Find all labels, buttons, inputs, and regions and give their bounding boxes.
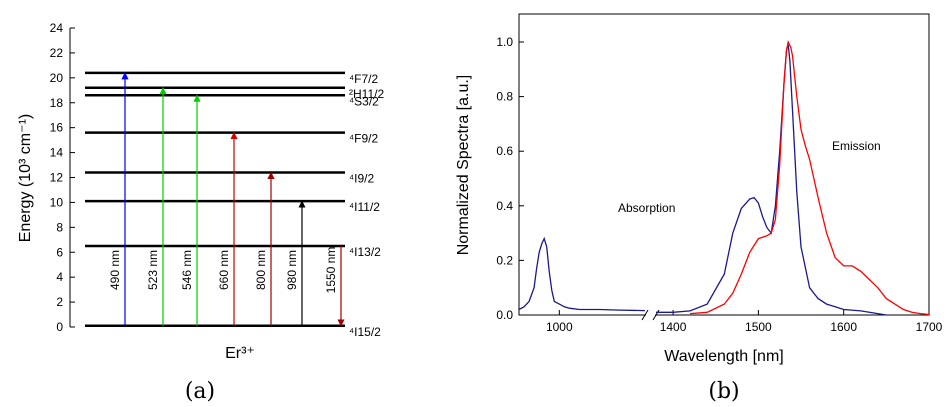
panel-a-y-tick-label: 2: [56, 295, 63, 309]
panel-a-x-axis-label: Er³⁺: [225, 345, 255, 362]
series-line-absorption: [518, 44, 887, 316]
panel-b-label: (b): [708, 379, 739, 404]
transition-label: 490 nm: [108, 250, 122, 290]
panel-a-y-tick-label: 10: [50, 195, 64, 209]
panel-b-x-tick-label: 1600: [830, 320, 857, 334]
axis-break-gap: [646, 309, 655, 321]
panel-a-y-tick-label: 22: [50, 46, 64, 60]
transition-label: 660 nm: [217, 250, 231, 290]
panel-b-plot-frame: [518, 13, 930, 316]
transitions: 490 nm 523 nm 546 nm 660 nm 800 nm 980 nm 1550…: [108, 72, 345, 327]
panel-b: 0.00.20.40.60.81.0 1000 1400 1500 1600 1700 …: [455, 13, 943, 404]
panel-b-y-tick-label: 0.4: [496, 199, 513, 213]
axis-break-mark: [641, 309, 649, 321]
series-line-emission: [690, 39, 930, 316]
energy-levels: ⁴I15/2 ⁴I13/2 ⁴I11/2 ⁴I9/2 ⁴F9/2 ⁴S3/2²H11/2⁴…: [85, 71, 384, 339]
panel-b-y-axis-label: Normalized Spectra [a.u.]: [455, 75, 472, 256]
panel-b-x-tick-label: 1400: [660, 320, 687, 334]
panel-b-x-ticks: 1000 1400 1500 1600 1700: [546, 310, 943, 334]
panel-a-y-tick-label: 24: [50, 21, 64, 35]
panel-a-y-tick-label: 12: [50, 171, 64, 185]
panel-a-y-tick-label: 14: [50, 146, 64, 160]
panel-a-y-tick-label: 8: [56, 220, 63, 234]
panel-b-y-tick-label: 1.0: [496, 35, 513, 49]
transition-label: 800 nm: [254, 250, 268, 290]
absorption-series-label: Absorption: [618, 201, 675, 215]
transition-label: 1550 nm: [324, 247, 338, 294]
panel-b-x-tick-label: 1000: [546, 320, 573, 334]
panel-b-y-tick-label: 0.0: [496, 308, 513, 322]
panel-a-y-tick-label: 4: [56, 270, 63, 284]
panel-b-x-axis-label: Wavelength [nm]: [664, 348, 783, 365]
energy-level-label: ⁴I9/2: [349, 172, 374, 186]
panel-a-y-axis-label: Energy (10³ cm⁻¹): [17, 114, 34, 242]
energy-level-label: ²H11/2: [349, 87, 384, 101]
transition-label: 546 nm: [180, 250, 194, 290]
panel-b-y-tick-label: 0.2: [496, 253, 513, 267]
transition-label: 980 nm: [285, 250, 299, 290]
panel-b-y-tick-label: 0.8: [496, 90, 513, 104]
panel-a-y-tick-label: 18: [50, 96, 64, 110]
energy-level-label: ⁴F7/2: [349, 72, 378, 86]
transition-label: 523 nm: [146, 250, 160, 290]
emission-series-label: Emission: [832, 139, 881, 153]
panel-a-y-tick-label: 0: [56, 320, 63, 334]
panel-b-y-tick-label: 0.6: [496, 144, 513, 158]
energy-level-label: ⁴I13/2: [349, 245, 381, 259]
energy-level-label: ⁴F9/2: [349, 132, 378, 146]
panel-a-y-tick-label: 6: [56, 245, 63, 259]
panel-a-label: (a): [185, 379, 215, 404]
energy-level-label: ⁴I15/2: [349, 325, 381, 339]
panel-b-y-ticks: 0.0 0.2 0.4 0.6 0.8 1.0: [496, 35, 524, 322]
energy-level-label: ⁴S3/2: [349, 94, 379, 108]
panel-b-x-tick-label: 1500: [745, 320, 772, 334]
panel-a-y-tick-label: 16: [50, 121, 64, 135]
energy-level-label: ⁴I11/2: [349, 200, 380, 214]
panel-b-x-tick-label: 1700: [916, 320, 943, 334]
panel-a-y-tick-label: 20: [50, 71, 64, 85]
spectra-series: [518, 39, 930, 316]
